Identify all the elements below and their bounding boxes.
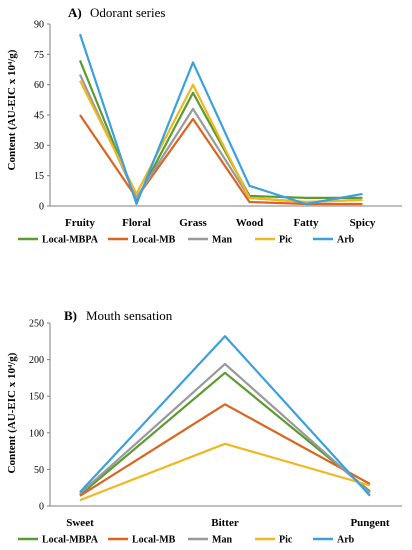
panel-a-ytick-label: 15 — [34, 171, 44, 182]
panel-a-categories: Fruity Floral Grass Wood Fatty Spicy — [65, 217, 376, 229]
panel-a-legend-label-pic: Pic — [279, 235, 293, 246]
panel-a-ytick-label: 90 — [34, 20, 44, 31]
panel-a-legend-label-man: Man — [212, 235, 232, 246]
panel-a-line-man — [78, 74, 363, 204]
panel-a-ytick-label: 45 — [34, 111, 44, 122]
panel-a-letter: A) — [68, 5, 82, 20]
panel-a-line-local-mb — [79, 114, 363, 206]
panel-a-category-wood: Wood — [236, 217, 264, 229]
panel-b-ytick-label: 150 — [29, 392, 44, 403]
panel-a-legend: Local-MBPA Local-MB Man Pic Arb — [18, 235, 355, 246]
panel-a-ylabel: Content (AU-EIC x 10⁴/g) — [6, 49, 18, 170]
panel-a-ytick-label: 60 — [34, 80, 44, 91]
panel-a-ytick-label: 30 — [34, 141, 44, 152]
panel-b-line-local-mbpa — [79, 371, 371, 496]
panel-b-categories: Sweet Bitter Pungent — [66, 517, 390, 529]
panel-a-category-floral: Floral — [122, 217, 151, 229]
panel-b-line-man — [79, 362, 371, 495]
panel-odorant-series: A) Odorant series Content (AU-EIC x 10⁴/… — [6, 5, 402, 246]
panel-a-category-fatty: Fatty — [293, 217, 319, 229]
panel-a-line-pic — [79, 80, 363, 204]
panel-b-ytick-label: 0 — [39, 502, 44, 513]
panel-a-legend-label-arb: Arb — [337, 235, 355, 246]
panel-b-series — [79, 335, 371, 502]
panel-b-letter: B) — [64, 308, 77, 323]
panel-a-ytick-label: 75 — [34, 50, 44, 61]
panel-a-line-arb — [78, 33, 363, 206]
panel-b-ytick-label: 50 — [34, 465, 44, 476]
panel-a-legend-label-local-mb: Local-MB — [132, 235, 176, 246]
panel-mouth-sensation: B) Mouth sensation Content (AU-EIC x 10⁴… — [6, 308, 402, 546]
panel-b-category-sweet: Sweet — [66, 517, 94, 529]
panel-a-category-grass: Grass — [179, 217, 207, 229]
panel-b-line-arb — [79, 335, 371, 497]
panel-b-ytick-label: 250 — [29, 319, 44, 330]
panel-b-line-pic — [79, 442, 371, 502]
panel-b-ylabel: Content (AU-EIC x 10⁴/g) — [6, 352, 18, 473]
panel-a-ytick-label: 0 — [39, 202, 44, 213]
panel-b-legend-label-pic: Pic — [279, 535, 293, 546]
panel-b-legend: Local-MBPA Local-MB Man Pic Arb — [18, 535, 355, 546]
panel-b-category-pungent: Pungent — [350, 517, 389, 529]
panel-b-ytick-label: 200 — [29, 355, 44, 366]
panel-a-category-fruity: Fruity — [65, 217, 95, 229]
panel-a-title: Odorant series — [90, 5, 165, 20]
panel-a-category-spicy: Spicy — [350, 217, 376, 229]
panel-b-legend-label-local-mb: Local-MB — [132, 535, 176, 546]
panel-b-title: Mouth sensation — [86, 308, 173, 323]
panel-b-legend-label-local-mbpa: Local-MBPA — [42, 535, 99, 546]
panel-b-legend-label-arb: Arb — [337, 535, 355, 546]
panel-a-series — [78, 33, 363, 206]
panel-b-line-local-mb — [79, 403, 371, 497]
panel-a-legend-label-local-mbpa: Local-MBPA — [42, 235, 99, 246]
panel-b-legend-label-man: Man — [212, 535, 232, 546]
panel-b-y-ticks: 0 50 100 150 200 250 — [29, 319, 50, 513]
panel-b-ytick-label: 100 — [29, 428, 44, 439]
panel-a-y-ticks: 0 15 30 45 60 75 90 — [34, 20, 50, 213]
panel-b-category-bitter: Bitter — [211, 517, 239, 529]
